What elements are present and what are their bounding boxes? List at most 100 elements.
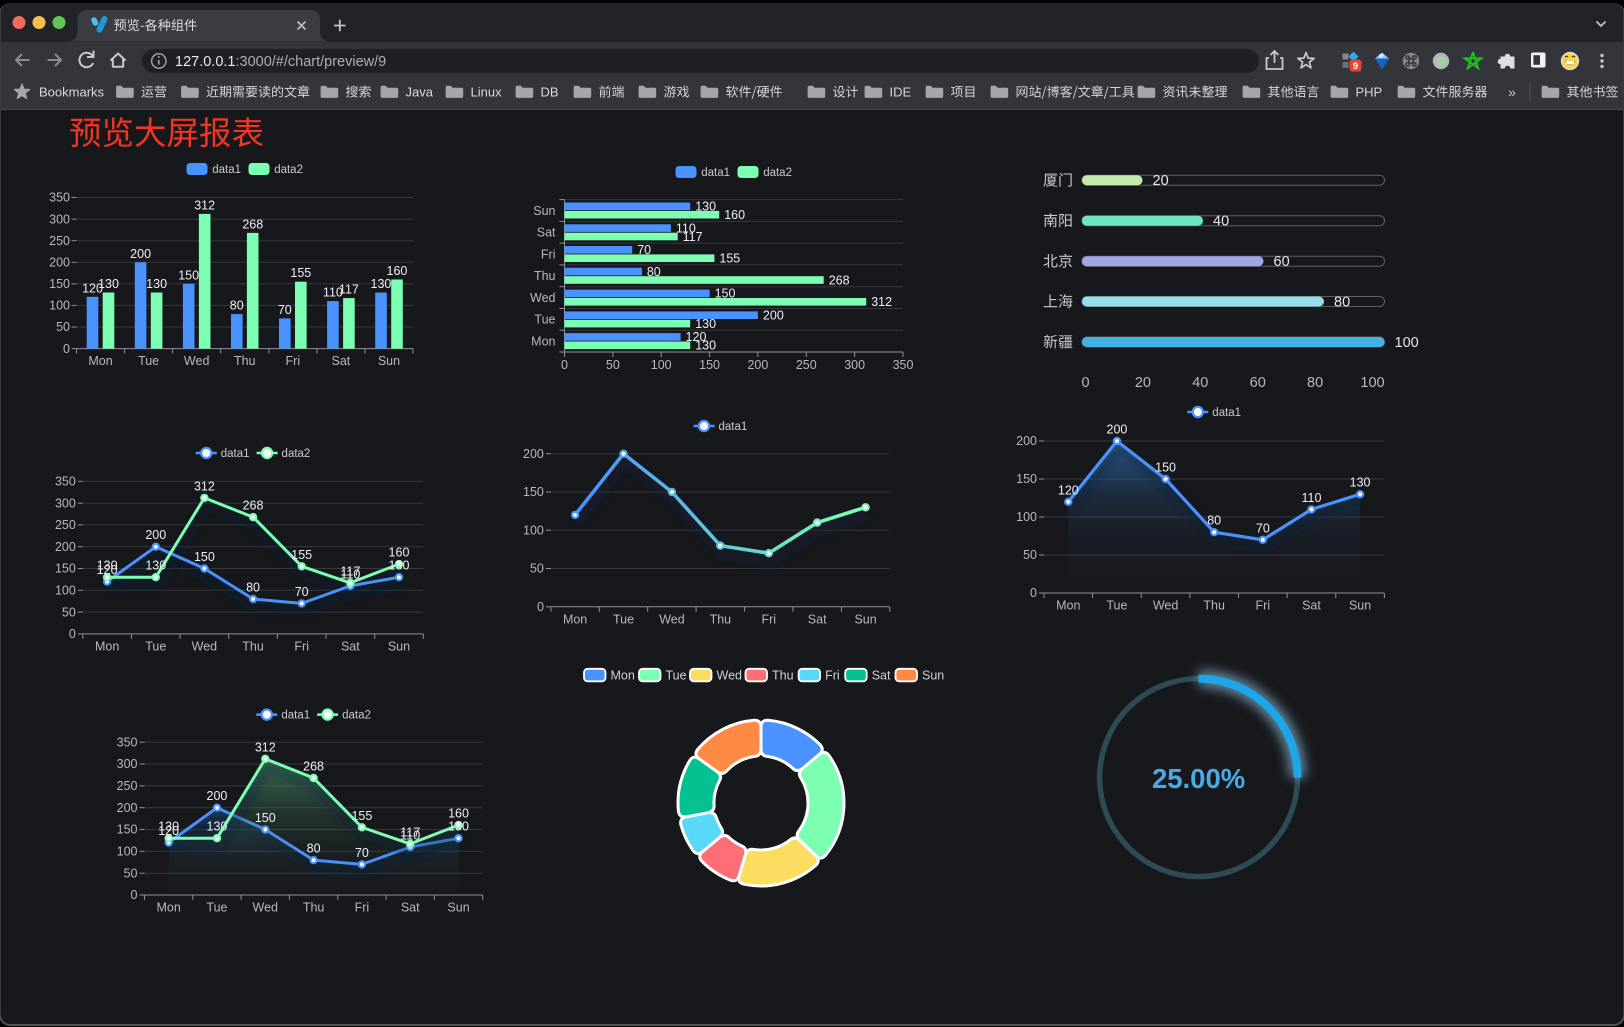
svg-text:Mon: Mon	[95, 639, 119, 653]
svg-text:117: 117	[339, 283, 359, 297]
svg-text:Tue: Tue	[145, 639, 166, 653]
svg-text:100: 100	[1016, 510, 1037, 524]
svg-text:Wed: Wed	[659, 612, 685, 626]
svg-text:100: 100	[49, 299, 70, 313]
svg-text:250: 250	[117, 779, 138, 793]
svg-text:Sat: Sat	[341, 639, 360, 653]
svg-text:50: 50	[606, 358, 620, 372]
svg-text:data1: data1	[212, 164, 241, 176]
svg-text:Tue: Tue	[206, 901, 227, 915]
svg-text:70: 70	[1256, 521, 1270, 535]
svg-text:300: 300	[55, 496, 76, 510]
svg-text:312: 312	[194, 479, 215, 493]
svg-text:200: 200	[49, 255, 70, 269]
svg-text:80: 80	[1207, 514, 1221, 528]
svg-text:Java: Java	[406, 85, 434, 100]
svg-text:110: 110	[323, 286, 343, 300]
svg-text:50: 50	[530, 562, 544, 576]
svg-text:data2: data2	[282, 448, 311, 460]
svg-text:120: 120	[158, 824, 179, 838]
svg-text:200: 200	[523, 447, 544, 461]
svg-text:150: 150	[255, 811, 276, 825]
svg-text:Fri: Fri	[541, 247, 556, 261]
svg-text:0: 0	[69, 627, 76, 641]
svg-text:0: 0	[131, 888, 138, 902]
svg-text:DB: DB	[541, 85, 559, 100]
svg-text:150: 150	[1016, 472, 1037, 486]
svg-text:70: 70	[355, 846, 369, 860]
svg-text:312: 312	[871, 295, 892, 309]
svg-text:Sat: Sat	[808, 612, 827, 626]
svg-text:150: 150	[1155, 461, 1176, 475]
svg-text:150: 150	[49, 277, 70, 291]
svg-text:data2: data2	[763, 167, 792, 179]
svg-text:60: 60	[1250, 375, 1266, 391]
svg-text:130: 130	[695, 339, 716, 353]
svg-text:160: 160	[724, 208, 745, 222]
svg-text:Sat: Sat	[537, 226, 556, 240]
svg-text:300: 300	[49, 212, 70, 226]
svg-text:Mon: Mon	[88, 354, 112, 368]
svg-text:150: 150	[194, 550, 215, 564]
svg-text:110: 110	[340, 567, 360, 581]
svg-text:150: 150	[55, 562, 76, 576]
svg-text:Fri: Fri	[294, 639, 309, 653]
svg-text:130: 130	[145, 559, 166, 573]
svg-text:110: 110	[1301, 491, 1321, 505]
svg-text:70: 70	[278, 303, 292, 317]
svg-text:100: 100	[651, 358, 672, 372]
svg-text:110: 110	[676, 221, 696, 235]
svg-text:160: 160	[448, 807, 469, 821]
svg-text:60: 60	[1274, 254, 1290, 270]
svg-text:Fri: Fri	[761, 612, 776, 626]
svg-text:200: 200	[117, 801, 138, 815]
svg-text:Sun: Sun	[1349, 599, 1371, 613]
svg-text:120: 120	[82, 281, 103, 295]
svg-text:200: 200	[763, 308, 784, 322]
svg-text:Sat: Sat	[401, 901, 420, 915]
svg-text:200: 200	[207, 789, 228, 803]
svg-text:Wed: Wed	[530, 291, 556, 305]
svg-text:268: 268	[242, 217, 263, 231]
svg-text:Thu: Thu	[242, 639, 264, 653]
svg-text:40: 40	[1213, 214, 1229, 230]
svg-text:150: 150	[715, 287, 736, 301]
svg-text:200: 200	[1016, 434, 1037, 448]
svg-text:117: 117	[400, 825, 420, 839]
svg-text:20: 20	[1153, 173, 1169, 189]
svg-text:Wed: Wed	[1153, 599, 1179, 613]
svg-text:Bookmarks: Bookmarks	[39, 85, 105, 100]
svg-text:268: 268	[243, 499, 264, 513]
svg-text:0: 0	[63, 342, 70, 356]
svg-text:Wed: Wed	[192, 639, 218, 653]
svg-text:Tue: Tue	[1106, 599, 1127, 613]
svg-text:Thu: Thu	[710, 612, 732, 626]
svg-text:Wed: Wed	[184, 354, 210, 368]
svg-text:70: 70	[295, 585, 309, 599]
svg-text:200: 200	[1107, 423, 1128, 437]
svg-text:150: 150	[117, 823, 138, 837]
svg-text:Thu: Thu	[772, 669, 794, 683]
svg-text:Mon: Mon	[563, 612, 587, 626]
svg-text:data1: data1	[281, 710, 310, 722]
svg-text:Mon: Mon	[531, 334, 555, 348]
svg-text:155: 155	[719, 252, 740, 266]
svg-text:50: 50	[56, 320, 70, 334]
svg-text:Wed: Wed	[717, 669, 743, 683]
svg-text:20: 20	[1135, 375, 1151, 391]
svg-text:50: 50	[1023, 548, 1037, 562]
svg-text:Tue: Tue	[138, 354, 159, 368]
svg-text:Thu: Thu	[234, 354, 256, 368]
svg-text:Thu: Thu	[303, 901, 325, 915]
svg-text:160: 160	[389, 546, 410, 560]
svg-text:268: 268	[303, 759, 324, 773]
svg-text:50: 50	[124, 866, 138, 880]
svg-text:80: 80	[246, 581, 260, 595]
svg-text:Mon: Mon	[1056, 599, 1080, 613]
svg-text:200: 200	[747, 358, 768, 372]
svg-text:Fri: Fri	[355, 901, 370, 915]
svg-text:300: 300	[844, 358, 865, 372]
svg-text:100: 100	[117, 845, 138, 859]
svg-text:150: 150	[523, 485, 544, 499]
svg-text:200: 200	[130, 247, 151, 261]
